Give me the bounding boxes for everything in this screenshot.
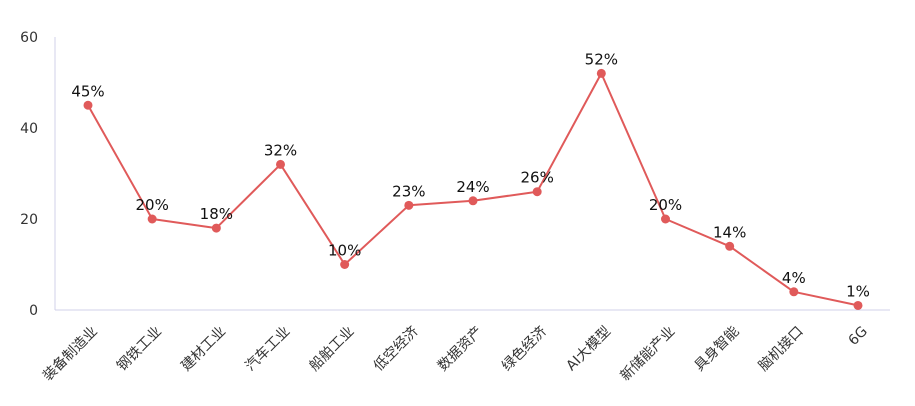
x-tick-label: 绿色经济 — [498, 323, 550, 375]
x-tick-label: 建材工业 — [178, 324, 229, 375]
data-label: 52% — [585, 50, 618, 68]
data-point — [661, 214, 670, 224]
data-label: 1% — [846, 282, 870, 300]
series-line-group — [83, 68, 863, 310]
data-label: 10% — [328, 242, 361, 260]
data-label: 24% — [456, 178, 489, 196]
data-label: 45% — [71, 82, 104, 100]
data-point — [468, 196, 478, 206]
data-point — [532, 187, 542, 197]
y-axis: 0 20 40 60 — [20, 30, 56, 319]
x-tick-label: 新储能产业 — [618, 324, 679, 385]
data-label: 23% — [392, 182, 425, 200]
x-tick-label: 装备制造业 — [39, 323, 101, 385]
data-point — [211, 223, 221, 233]
data-label: 26% — [520, 169, 553, 187]
data-point — [404, 200, 414, 210]
x-tick-label: 低空经济 — [371, 324, 422, 375]
x-tick-label: 钢铁工业 — [114, 324, 165, 375]
data-point — [276, 159, 285, 169]
y-tick-label: 60 — [20, 30, 38, 46]
x-tick-label: 船舶工业 — [307, 324, 358, 375]
data-label: 32% — [264, 141, 297, 159]
data-point — [596, 68, 606, 78]
y-tick-label: 0 — [29, 303, 38, 319]
data-label: 18% — [200, 205, 233, 223]
data-point — [853, 300, 863, 310]
data-label: 20% — [649, 196, 682, 214]
data-label: 4% — [782, 269, 806, 287]
data-point — [725, 241, 735, 251]
data-point — [789, 287, 799, 297]
x-tick-label: 6G — [846, 324, 871, 349]
data-labels-group: 45% 20% 18% 32% 10% 23% 24% 26% 52% 20% 14% 4% 1% — [71, 50, 870, 300]
x-tick-label: 具身智能 — [692, 324, 743, 375]
x-tick-label: 数据资产 — [435, 324, 486, 375]
x-axis: 装备制造业 钢铁工业 建材工业 汽车工业 船舶工业 低空经济 数据资产 绿色经济 AI大模型 新储… — [39, 309, 890, 385]
x-tick-label: 脑机接口 — [755, 323, 807, 375]
data-point — [147, 214, 157, 224]
data-label: 20% — [135, 196, 168, 214]
data-point — [83, 100, 93, 110]
y-tick-label: 40 — [20, 121, 38, 137]
x-tick-label: AI大模型 — [563, 324, 614, 375]
data-point — [340, 260, 350, 269]
x-tick-label: 汽车工业 — [242, 323, 294, 375]
y-tick-label: 20 — [20, 212, 38, 228]
data-label: 14% — [713, 223, 746, 241]
